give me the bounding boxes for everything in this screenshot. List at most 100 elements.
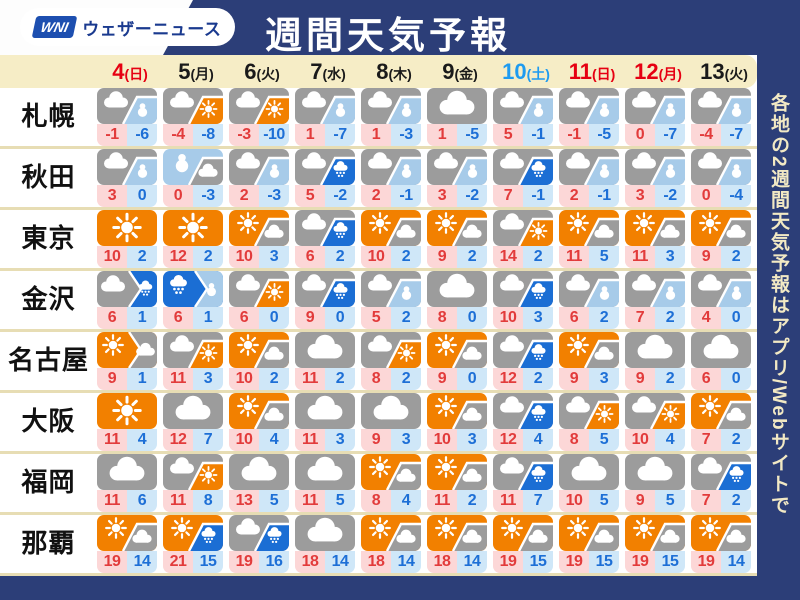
- sun-cloud-icon: [229, 332, 289, 368]
- low-temp: 4: [259, 429, 289, 451]
- high-temp: 14: [493, 246, 523, 268]
- high-temp: 11: [295, 368, 325, 390]
- low-temp: 3: [457, 429, 487, 451]
- high-temp: 2: [559, 185, 589, 207]
- weather-cell: -4 -7: [691, 88, 757, 146]
- city-label: 福岡: [21, 467, 76, 497]
- low-temp: 3: [589, 368, 619, 390]
- date-column-header: 10(土): [502, 59, 550, 84]
- cloud-rain-icon: [493, 149, 553, 185]
- low-temp: -1: [589, 185, 619, 207]
- temperature-pair: 3 -2: [427, 185, 487, 207]
- temperature-pair: 10 5: [559, 490, 619, 512]
- temperature-pair: 12 7: [163, 429, 223, 451]
- high-temp: 10: [361, 246, 391, 268]
- date-column-header: 5(月): [178, 59, 214, 84]
- weather-cell: 11 7: [493, 454, 559, 512]
- weather-cell: 10 5: [559, 454, 625, 512]
- date-column-header: 11(日): [568, 59, 616, 84]
- weather-cell: 12 2: [163, 210, 229, 268]
- low-temp: 14: [391, 551, 421, 573]
- high-temp: 8: [559, 429, 589, 451]
- high-temp: 9: [295, 307, 325, 329]
- high-temp: -3: [229, 124, 259, 146]
- sun-cloud-icon: [493, 515, 553, 551]
- cloud-icon: [295, 332, 355, 368]
- high-temp: 10: [229, 429, 259, 451]
- low-temp: 2: [655, 307, 685, 329]
- city-row: 大阪 11 4 12 7 10 4 11 3 9 3 10 3 12 4 8 5 10 4 7 2: [0, 393, 757, 451]
- high-temp: 6: [97, 307, 127, 329]
- city-row: 秋田 3 0 0 -3 2 -3 5 -2 2 -1 3 -2 7 -1 2 -1 3 -2 0 -4: [0, 149, 757, 207]
- city-label: 札幌: [21, 101, 76, 131]
- cloud-snow-icon: [229, 149, 289, 185]
- city-row: 札幌 -1 -6 -4 -8 -3 -10 1 -7 1 -3 1 -5 5 -1 -1 -5 0 -7 -4 -7: [0, 88, 757, 146]
- temperature-pair: 11 7: [493, 490, 553, 512]
- high-temp: 10: [229, 368, 259, 390]
- low-temp: 16: [259, 551, 289, 573]
- sun-cloud-icon: [691, 515, 751, 551]
- low-temp: 14: [457, 551, 487, 573]
- weather-cell: 19 14: [691, 515, 757, 573]
- cloud-rain-icon: [295, 149, 355, 185]
- cloud-rain-icon: [295, 271, 355, 307]
- row-separator: [0, 268, 757, 271]
- low-temp: -2: [655, 185, 685, 207]
- sun-cloud-icon: [229, 393, 289, 429]
- low-temp: 0: [457, 368, 487, 390]
- temperature-pair: 11 4: [97, 429, 157, 451]
- cloud-snow-icon: [625, 271, 685, 307]
- sun-cloud-icon: [361, 515, 421, 551]
- city-row: 金沢 6 1 6 1 6 0 9 0 5 2 8 0 10 3 6 2 7 2 4 0: [0, 271, 757, 329]
- date-column-header: 4(日): [112, 59, 148, 84]
- temperature-pair: 14 2: [493, 246, 553, 268]
- low-temp: 15: [589, 551, 619, 573]
- sun-icon: [163, 210, 223, 246]
- sun-cloud-icon: [97, 332, 157, 368]
- low-temp: -1: [391, 185, 421, 207]
- high-temp: 10: [559, 490, 589, 512]
- low-temp: 0: [325, 307, 355, 329]
- high-temp: 11: [427, 490, 457, 512]
- cloud-sun-icon: [163, 88, 223, 124]
- sun-rain-icon: [163, 515, 223, 551]
- high-temp: 13: [229, 490, 259, 512]
- low-temp: 3: [259, 246, 289, 268]
- low-temp: 0: [127, 185, 157, 207]
- cloud-snow-icon: [97, 88, 157, 124]
- cloud-sun-icon: [229, 88, 289, 124]
- weather-cell: 18 14: [361, 515, 427, 573]
- high-temp: 7: [493, 185, 523, 207]
- high-temp: 5: [493, 124, 523, 146]
- high-temp: 19: [691, 551, 721, 573]
- low-temp: -6: [127, 124, 157, 146]
- low-temp: -3: [193, 185, 223, 207]
- temperature-pair: 11 5: [295, 490, 355, 512]
- high-temp: 6: [229, 307, 259, 329]
- temperature-pair: 1 -7: [295, 124, 355, 146]
- high-temp: 11: [625, 246, 655, 268]
- temperature-pair: 19 14: [691, 551, 751, 573]
- high-temp: 6: [295, 246, 325, 268]
- city-label: 大阪: [21, 406, 76, 436]
- high-temp: 10: [625, 429, 655, 451]
- weather-cell: 1 -7: [295, 88, 361, 146]
- temperature-pair: 11 6: [97, 490, 157, 512]
- weather-cell: -4 -8: [163, 88, 229, 146]
- high-temp: 11: [163, 368, 193, 390]
- city-label: 金沢: [21, 284, 76, 314]
- temperature-pair: 3 -2: [625, 185, 685, 207]
- cloud-icon: [229, 454, 289, 490]
